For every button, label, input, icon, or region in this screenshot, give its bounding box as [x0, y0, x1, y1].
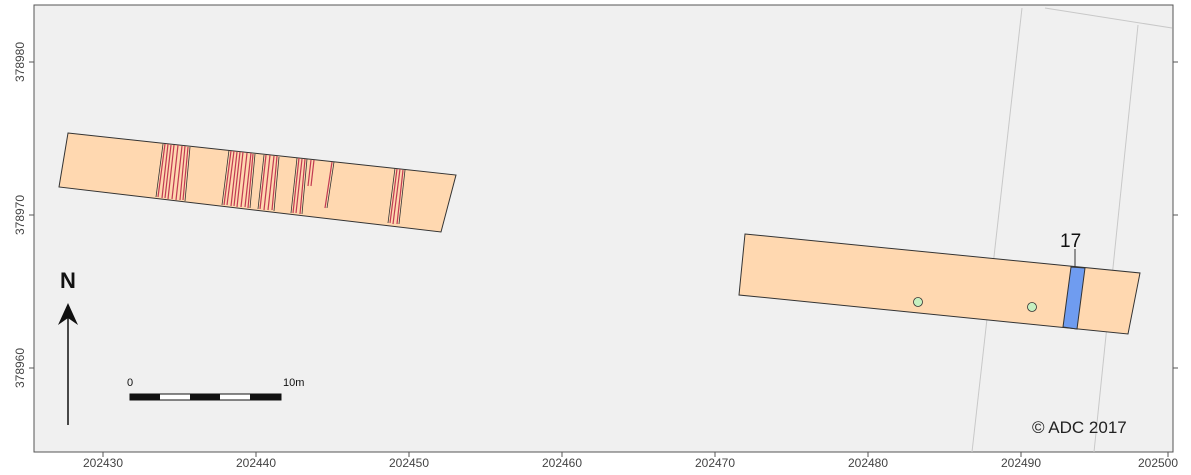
x-axis-ticks [102, 452, 1169, 457]
scale-end-label: 10m [283, 377, 304, 389]
x-tick-label: 202440 [236, 456, 276, 470]
feature-17-label: 17 [1060, 231, 1081, 252]
map-frame [33, 4, 1174, 453]
x-tick-label: 202490 [1001, 456, 1041, 470]
x-tick-label: 202480 [848, 456, 888, 470]
boundary-lines [971, 7, 1173, 453]
feature-17[interactable] [1062, 266, 1086, 330]
pit-1[interactable] [913, 297, 923, 307]
y-tick-label: 378980 [13, 42, 27, 82]
north-arrow: N [58, 268, 78, 425]
scale-bar: 0 10m [127, 377, 304, 401]
x-tick-label: 202500 [1138, 456, 1178, 470]
x-tick-label: 202430 [83, 456, 123, 470]
linear-feature-outlines [155, 143, 406, 225]
y-axis-ticks [29, 61, 1178, 369]
y-axis-labels: 378980 378970 378960 [13, 42, 27, 388]
north-arrow-label: N [60, 268, 76, 293]
trench-west[interactable] [58, 132, 457, 233]
pit-2[interactable] [1027, 302, 1037, 312]
x-axis-labels: 202430 202440 202450 202460 202470 20248… [83, 456, 1178, 470]
x-tick-label: 202450 [389, 456, 429, 470]
trench-east[interactable] [738, 233, 1141, 335]
y-tick-label: 378960 [13, 348, 27, 388]
x-tick-label: 202460 [542, 456, 582, 470]
y-tick-label: 378970 [13, 195, 27, 235]
x-tick-label: 202470 [695, 456, 735, 470]
copyright-credit: © ADC 2017 [1032, 418, 1127, 437]
scale-start-label: 0 [127, 377, 133, 389]
linear-features [157, 143, 404, 225]
